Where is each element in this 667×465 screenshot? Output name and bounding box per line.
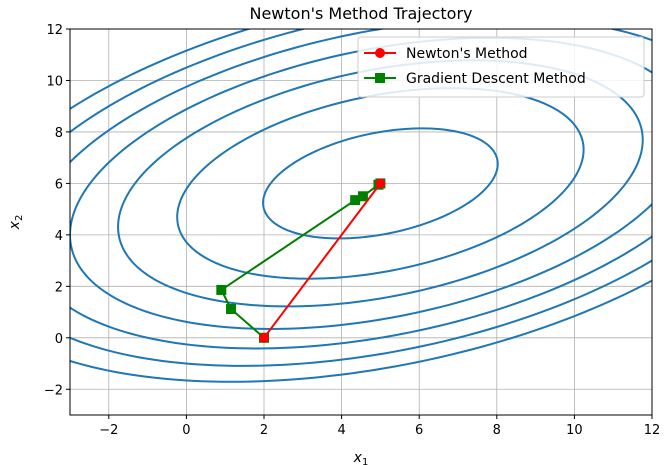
y-tick-label: 12	[46, 23, 63, 38]
gradient-point	[226, 303, 237, 314]
contour-line	[117, 59, 644, 308]
x-ticks: −2 0 2 4 6 8 10 12	[99, 415, 660, 438]
y-tick-label: 10	[46, 74, 63, 89]
legend-newton-marker	[375, 48, 385, 58]
x-tick-label: 4	[337, 423, 345, 438]
gradient-point	[216, 284, 227, 295]
x-tick-label: −2	[99, 423, 118, 438]
newton-series-line	[263, 182, 382, 339]
chart-title: Newton's Method Trajectory	[249, 4, 472, 23]
legend-newton-label: Newton's Method	[406, 46, 528, 62]
newton-point	[375, 178, 386, 189]
x-tick-label: 0	[182, 423, 190, 438]
y-tick-label: 8	[55, 126, 63, 141]
gradient-point	[350, 195, 361, 206]
x-axis-label-base: x	[353, 450, 363, 465]
y-tick-label: 2	[55, 280, 63, 295]
y-ticks: −2 0 2 4 6 8 10 12	[44, 23, 70, 398]
contour-line	[262, 127, 499, 240]
contour-line	[70, 36, 652, 330]
y-tick-label: 4	[55, 229, 63, 244]
x-tick-label: 2	[260, 423, 268, 438]
contour-line	[70, 29, 652, 350]
x-axis-label-subscript: 1	[362, 457, 368, 465]
legend-gradient-marker	[375, 73, 385, 83]
x-tick-label: 6	[415, 423, 423, 438]
contour-lines	[70, 29, 652, 383]
newton-point	[259, 332, 269, 343]
legend-box	[357, 36, 645, 98]
y-axis-label-base: x	[7, 220, 23, 230]
y-tick-label: −2	[44, 383, 63, 398]
x-tick-label: 10	[566, 423, 583, 438]
plot-frame	[69, 28, 653, 416]
x-tick-label: 12	[644, 423, 661, 438]
y-tick-label: 0	[55, 332, 63, 347]
legend-gradient-label: Gradient Descent Method	[406, 71, 586, 87]
y-axis-label: x2	[7, 215, 25, 231]
legend: Newton's Method Gradient Descent Method	[357, 36, 645, 98]
y-axis-label-subscript: 2	[14, 215, 25, 221]
x-axis-label: x1	[353, 450, 369, 465]
gradient-point	[357, 191, 368, 202]
y-tick-label: 6	[55, 177, 63, 192]
contour-line	[176, 87, 585, 280]
contour-line	[70, 29, 652, 383]
contour-line	[70, 29, 652, 367]
series-group	[216, 178, 386, 343]
x-tick-label: 8	[493, 423, 501, 438]
